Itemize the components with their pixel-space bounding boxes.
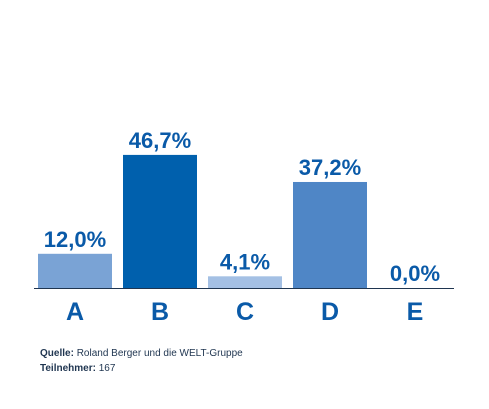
category-label-B: B (151, 298, 169, 326)
category-label-E: E (407, 298, 424, 326)
participants-line: Teilnehmer: 167 (40, 361, 243, 376)
category-label-C: C (236, 298, 254, 326)
category-label-D: D (321, 298, 339, 326)
bar-A (38, 253, 112, 288)
value-label-B: 46,7% (129, 128, 191, 153)
source-line: Quelle: Roland Berger und die WELT-Grupp… (40, 346, 243, 361)
source-text: Roland Berger und die WELT-Gruppe (76, 348, 243, 359)
category-label-A: A (66, 298, 84, 326)
value-label-A: 12,0% (44, 227, 106, 252)
bar-B (123, 154, 197, 288)
footer: Quelle: Roland Berger und die WELT-Grupp… (40, 346, 243, 376)
participants-label: Teilnehmer: (40, 363, 96, 374)
value-label-E: 0,0% (390, 261, 440, 286)
source-label: Quelle: (40, 348, 74, 359)
participants-text: 167 (98, 363, 116, 374)
bar-C (208, 276, 282, 288)
value-label-D: 37,2% (299, 155, 361, 180)
bar-D (293, 181, 367, 288)
value-label-C: 4,1% (220, 249, 270, 274)
bar-chart: 12,0% A 46,7% B 4,1% C 37,2% D 0,0% E (34, 128, 454, 326)
